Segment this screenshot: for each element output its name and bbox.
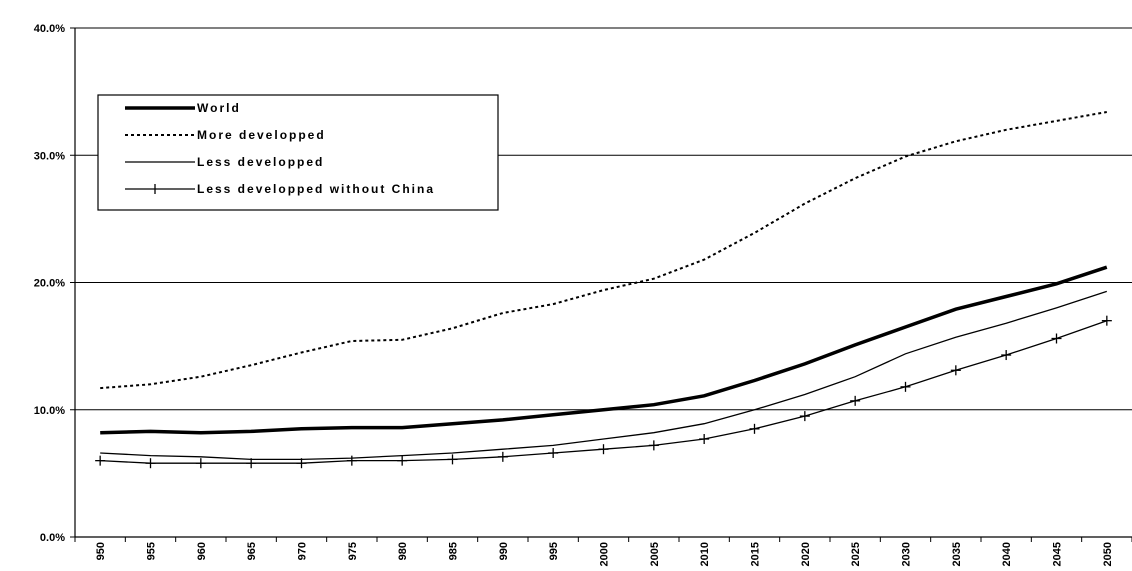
legend-label: More developped (197, 128, 326, 142)
x-tick-label: 2030 (901, 542, 913, 566)
data-point (598, 444, 609, 455)
x-tick-label: 2050 (1102, 542, 1114, 566)
y-tick-label: 10.0% (34, 405, 65, 417)
legend-item-more-developped: More developped (125, 128, 326, 142)
x-tick-label: 985 (448, 542, 460, 560)
data-point (497, 451, 508, 462)
legend-label: Less developped without China (197, 182, 435, 196)
x-tick-label: 2045 (1052, 542, 1064, 566)
x-tick-label: 2035 (951, 542, 963, 566)
legend: World More developped Less developped Less … (97, 94, 499, 211)
x-tick-label: 975 (347, 542, 359, 560)
data-point (397, 455, 408, 466)
legend-item-world: World (125, 101, 241, 115)
x-tick-label: 960 (196, 542, 208, 560)
data-point (296, 458, 307, 469)
y-tick-label: 0.0% (40, 532, 65, 544)
x-tick-labels: 950 955 960 965 970 975 980 985 990 995 2000 2005 20… (95, 542, 1114, 566)
data-point (699, 434, 710, 445)
x-tick-label: 995 (548, 542, 560, 560)
data-point (548, 448, 559, 459)
y-tick-labels: 0.0% 10.0% 20.0% 30.0% 40.0% (34, 23, 65, 544)
data-point (900, 381, 911, 392)
data-point (346, 455, 357, 466)
x-tick-label: 2020 (800, 542, 812, 566)
y-tick-label: 30.0% (34, 150, 65, 162)
data-point (195, 458, 206, 469)
data-point (1101, 315, 1112, 326)
data-point (749, 423, 760, 434)
x-tick-label: 2025 (850, 542, 862, 566)
data-point (1051, 333, 1062, 344)
y-tick-label: 20.0% (34, 278, 65, 290)
series-less-developped (100, 290, 1108, 461)
x-tick-label: 2005 (649, 542, 661, 566)
data-point (95, 455, 106, 466)
series-world (100, 265, 1108, 435)
x-tick-label: 2000 (599, 542, 611, 566)
data-point (447, 454, 458, 465)
x-tick-label: 2010 (699, 542, 711, 566)
x-tick-label: 955 (146, 542, 158, 560)
x-tick-label: 990 (498, 542, 510, 560)
data-point (648, 440, 659, 451)
data-point (145, 458, 156, 469)
data-point (799, 411, 810, 422)
series-lines (95, 111, 1112, 469)
legend-label: Less developped (197, 155, 324, 169)
axes (70, 27, 1132, 542)
x-tick-label: 950 (95, 542, 107, 560)
legend-item-less-developped-without-china: Less developped without China (125, 182, 435, 196)
x-tick-label: 2015 (750, 542, 762, 566)
x-tick-label: 980 (397, 542, 409, 560)
data-point (1001, 350, 1012, 361)
series-less-developped-without-china (95, 315, 1112, 469)
x-tick-label: 2040 (1001, 542, 1013, 566)
y-tick-label: 40.0% (34, 23, 65, 35)
series-line-world (100, 265, 1108, 435)
series-line-less-developped (100, 290, 1108, 461)
x-tick-label: 970 (297, 542, 309, 560)
x-tick-label: 965 (246, 542, 258, 560)
legend-box (97, 94, 499, 211)
series-line-more-developped (100, 111, 1107, 390)
series-more-developped (100, 111, 1107, 390)
legend-label: World (197, 101, 241, 115)
data-point (246, 458, 257, 469)
legend-item-less-developped: Less developped (125, 155, 324, 169)
data-point (950, 365, 961, 376)
data-point (850, 395, 861, 406)
